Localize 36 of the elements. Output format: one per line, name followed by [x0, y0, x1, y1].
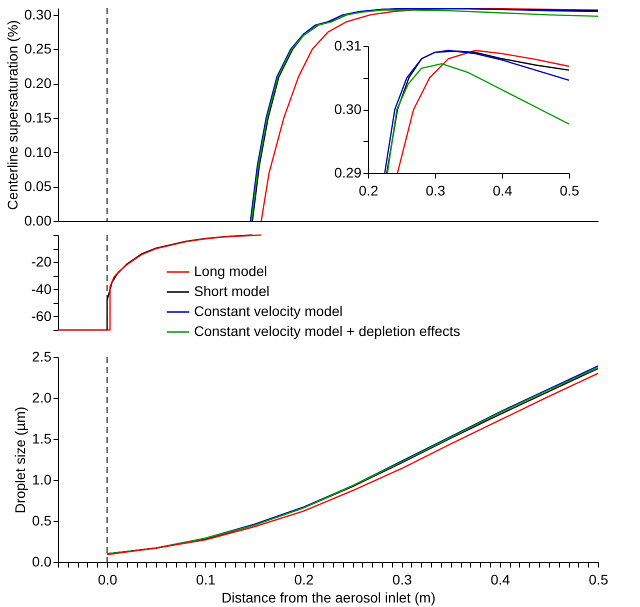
y-tick-label: 2.0	[32, 390, 52, 406]
y-tick-label: 0.20	[24, 75, 52, 92]
y-tick-label: -20	[31, 254, 52, 270]
y-tick-label: 0.29	[334, 164, 362, 180]
y-tick-label: 2.5	[32, 348, 52, 364]
x-tick-label: 0.4	[492, 182, 512, 198]
x-tick-label: 0.3	[426, 182, 446, 198]
x-tick-label: 0.0	[98, 572, 118, 588]
y-tick-label: 1.0	[32, 472, 52, 488]
legend-label: Constant velocity model	[194, 303, 343, 319]
y-axis-title: Droplet size (µm)	[12, 406, 28, 514]
x-axis-title: Distance from the aerosol inlet (m)	[222, 590, 436, 606]
y-tick-label: 0.5	[32, 512, 52, 528]
x-tick-label: 0.2	[294, 572, 314, 588]
y-axis-title: Centerline supersaturation (%)	[4, 20, 20, 210]
x-tick-label: 0.5	[588, 572, 608, 588]
y-tick-label: -60	[31, 308, 52, 324]
y-tick-label: 0.15	[24, 109, 52, 126]
y-tick-label: 0.30	[334, 101, 362, 117]
legend-label: Constant velocity model + depletion effects	[194, 323, 460, 339]
y-tick-label: 0.31	[334, 38, 362, 54]
x-tick-label: 0.2	[358, 182, 378, 198]
legend-label: Long model	[194, 263, 268, 279]
y-tick-label: 0.0	[32, 554, 52, 570]
y-tick-label: 0.00	[24, 212, 52, 228]
x-tick-label: 0.1	[196, 572, 216, 588]
y-tick-label: 0.30	[24, 6, 52, 22]
y-tick-label: -40	[31, 280, 52, 297]
legend-label: Short model	[194, 283, 270, 299]
x-tick-label: 0.3	[392, 572, 412, 588]
y-tick-label: 0.25	[24, 40, 52, 57]
y-tick-label: 0.10	[24, 144, 52, 160]
y-tick-label: 0.05	[24, 178, 52, 194]
x-tick-label: 0.4	[490, 572, 510, 588]
x-tick-label: 0.5	[560, 182, 580, 198]
y-tick-label: 1.5	[32, 430, 52, 446]
